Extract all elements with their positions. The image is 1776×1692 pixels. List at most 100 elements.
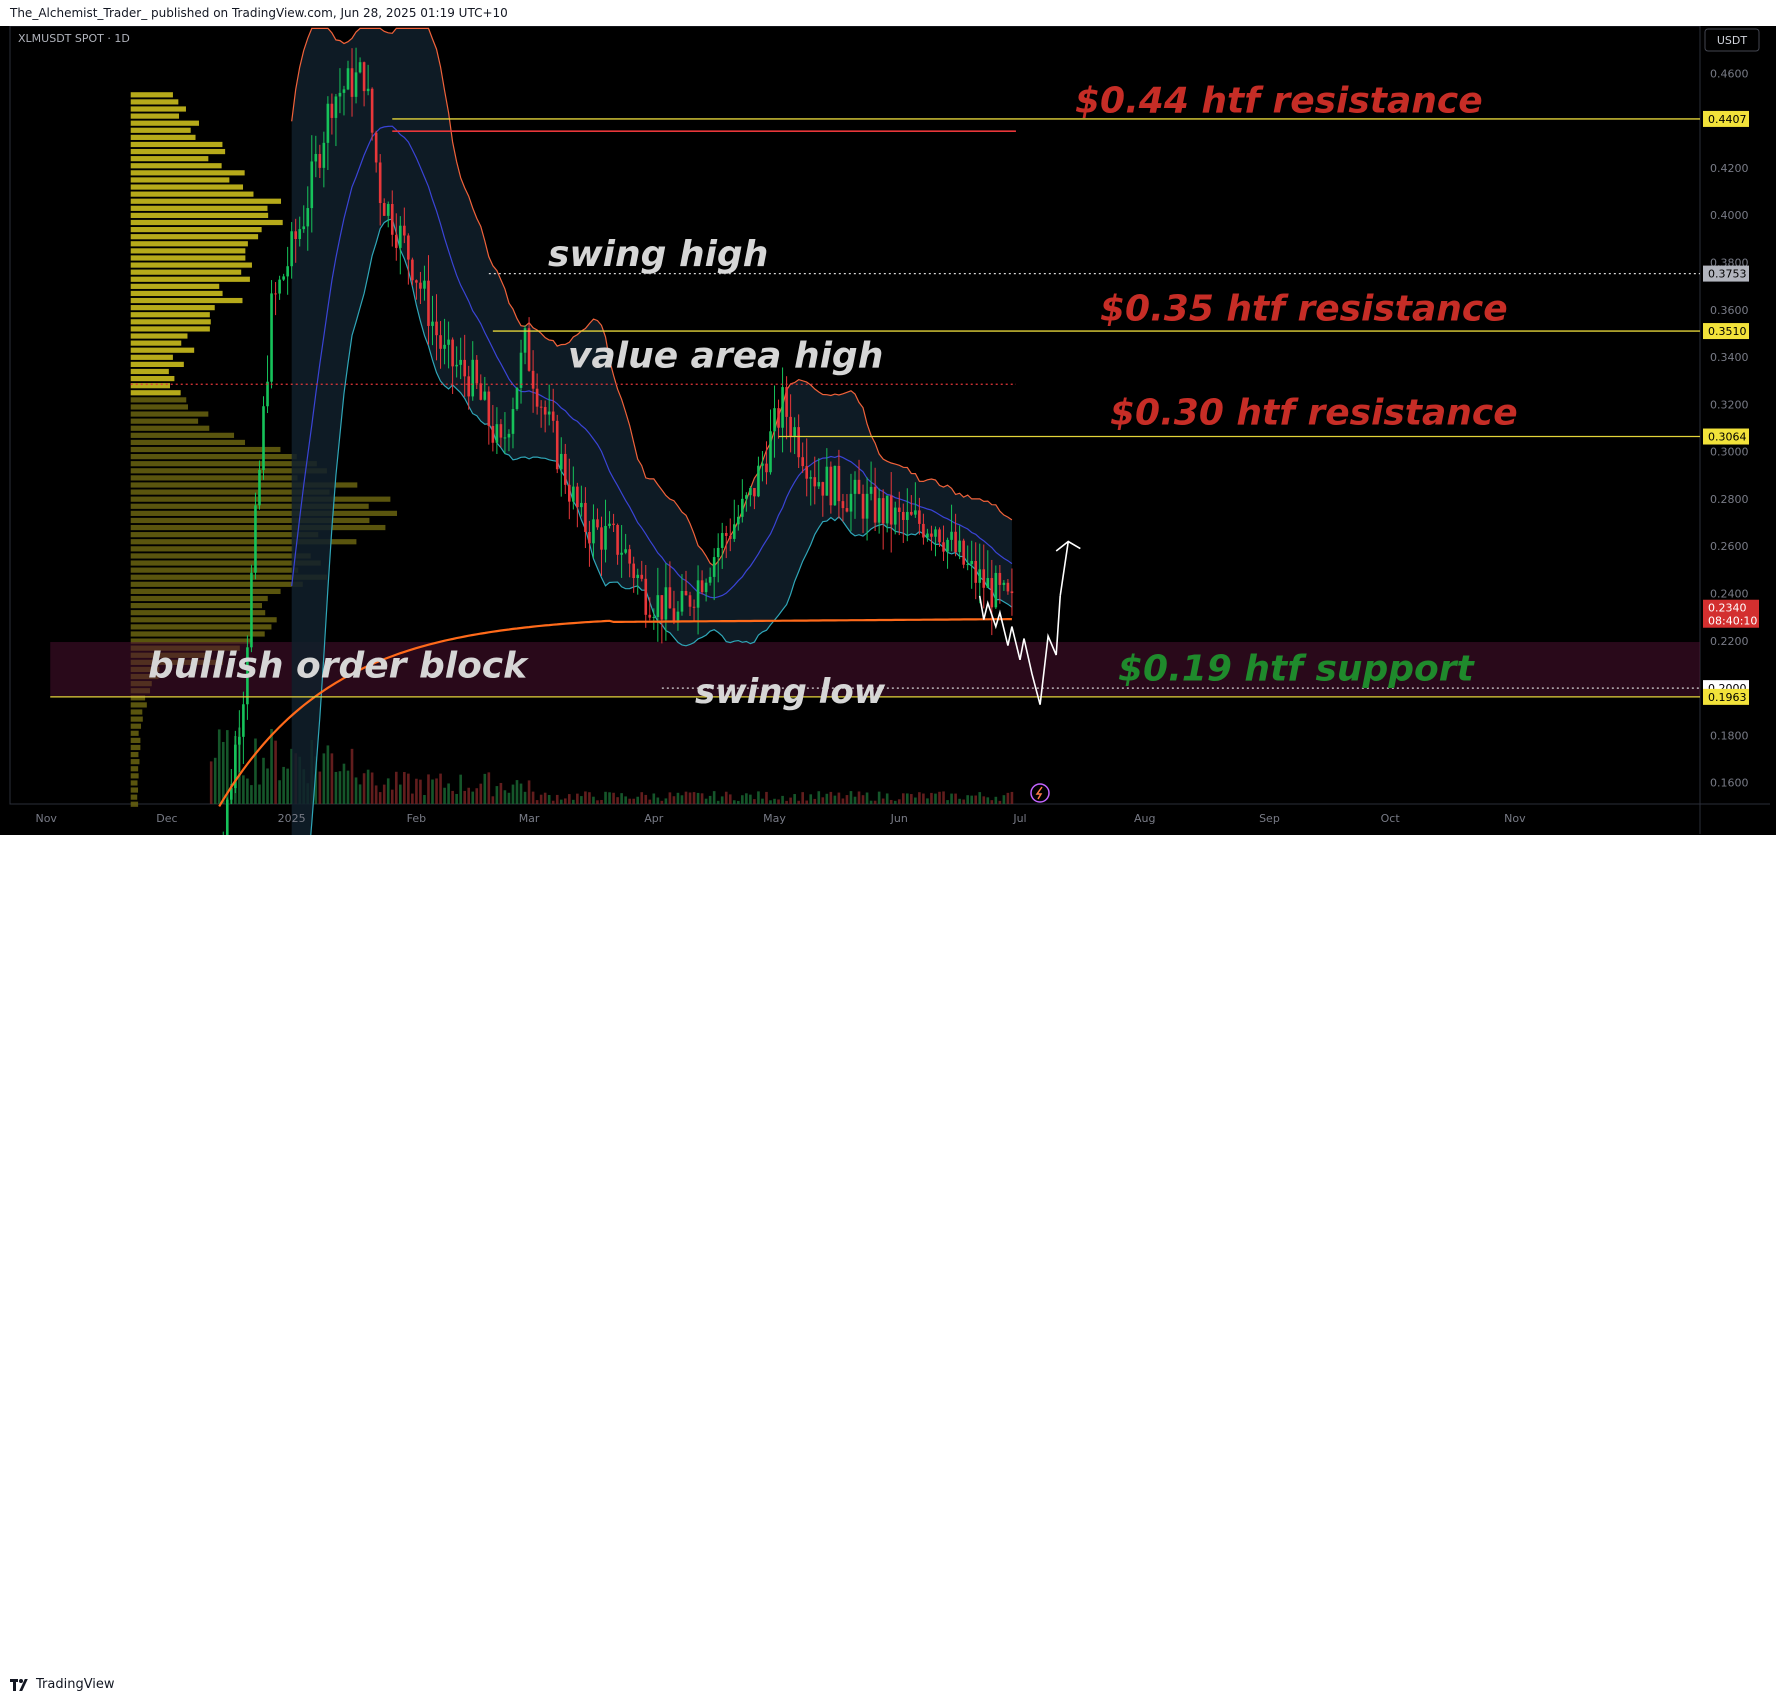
candle-body [656, 595, 660, 617]
candle-body [910, 511, 913, 515]
volume-profile-row [130, 170, 245, 176]
symbol-legend[interactable]: XLMUSDT SPOT · 1D [18, 32, 130, 45]
candle-body [889, 495, 893, 525]
volume-bar [853, 796, 857, 804]
volume-profile-row [130, 567, 299, 573]
volume-bar [805, 800, 809, 804]
candle-body [877, 498, 881, 523]
volume-profile-row [130, 283, 220, 289]
volume-bar [258, 784, 261, 804]
volume-bar [845, 795, 849, 804]
volume-bar [829, 791, 833, 804]
bollinger-upper-band [291, 27, 1013, 567]
volume-bar [543, 792, 547, 804]
candle-body [499, 424, 503, 438]
y-tick-label: 0.4000 [1710, 209, 1749, 222]
volume-bar [282, 766, 285, 804]
candle-body [270, 293, 273, 382]
volume-bar [262, 757, 265, 804]
volume-bar [551, 800, 555, 804]
volume-bar [394, 771, 398, 804]
candle-body [934, 529, 937, 537]
volume-bar [877, 791, 881, 804]
candle-body [262, 406, 265, 470]
candle-body [600, 527, 603, 550]
volume-profile-row [130, 461, 317, 467]
volume-profile-row [130, 759, 140, 765]
trading-chart[interactable]: $0.44 htf resistance $0.35 htf resistance… [0, 26, 1776, 835]
volume-bar [922, 793, 925, 804]
y-tick-label: 0.4200 [1710, 162, 1749, 175]
candle-body [958, 540, 961, 553]
candle-body [382, 203, 386, 216]
volume-bar [708, 795, 712, 804]
volume-bar [914, 797, 917, 804]
x-tick-label: Oct [1381, 812, 1401, 825]
candle-body [676, 611, 680, 623]
candle-body [234, 744, 237, 789]
volume-bar [435, 778, 438, 804]
volume-bar [821, 797, 825, 804]
volume-bar [559, 799, 563, 804]
currency-button-label: USDT [1717, 34, 1748, 47]
volume-bar [620, 793, 623, 804]
volume-bar [250, 785, 253, 804]
volume-bar [278, 780, 281, 804]
y-tick-label: 0.2200 [1710, 635, 1749, 648]
volume-bar [374, 785, 378, 804]
candle-body [789, 416, 792, 437]
candle-body [797, 427, 800, 458]
volume-bar [547, 794, 551, 804]
volume-bar [330, 753, 334, 804]
volume-bar [982, 796, 986, 804]
candle-body [785, 387, 788, 417]
volume-bar [451, 790, 454, 804]
candle-body [741, 498, 744, 517]
candle-body [471, 359, 475, 397]
alert-icon[interactable] [1030, 783, 1050, 803]
candle-body [688, 595, 692, 607]
volume-bar [217, 729, 221, 804]
candle-body [483, 391, 487, 400]
candle-body [781, 387, 784, 428]
volume-bar [789, 797, 792, 804]
volume-bar [221, 741, 225, 804]
candle-body [608, 523, 611, 526]
candle-body [580, 502, 583, 508]
volume-bar [378, 792, 382, 804]
volume-bar [555, 794, 559, 804]
volume-bar [366, 769, 370, 804]
volume-profile-row [130, 99, 179, 105]
volume-bar [370, 772, 374, 804]
volume-bar [612, 792, 615, 804]
volume-profile-row [130, 326, 210, 332]
volume-profile-row [130, 347, 195, 353]
volume-profile-row [130, 716, 143, 722]
candle-body [555, 420, 559, 470]
tradingview-logo[interactable]: TradingView [10, 1677, 115, 1692]
candle-body [648, 614, 652, 618]
candle-body [753, 488, 756, 497]
volume-bar [632, 798, 635, 804]
currency-button[interactable]: USDT [1704, 28, 1760, 52]
volume-bar [443, 787, 446, 804]
x-tick-label: Jul [1012, 812, 1026, 825]
volume-bar [225, 730, 229, 804]
volume-profile-row [130, 702, 147, 708]
candle-body [584, 502, 587, 532]
candle-body [322, 142, 326, 168]
volume-profile-row [130, 773, 139, 779]
candle-body [302, 226, 306, 230]
time-axis[interactable]: Nov Dec 2025 Feb Mar Apr May Jun Jul Aug Sep Oct Nov [35, 812, 1526, 825]
candle-body [568, 484, 571, 502]
candle-body [893, 507, 897, 525]
volume-profile-row [130, 574, 328, 580]
volume-profile-row [130, 290, 223, 297]
candle-body [881, 498, 885, 524]
volume-bar [628, 798, 631, 804]
candle-body [873, 486, 877, 523]
candle-body [330, 103, 334, 118]
candle-body [849, 493, 853, 512]
volume-bar [724, 791, 728, 804]
candle-body [692, 606, 696, 608]
